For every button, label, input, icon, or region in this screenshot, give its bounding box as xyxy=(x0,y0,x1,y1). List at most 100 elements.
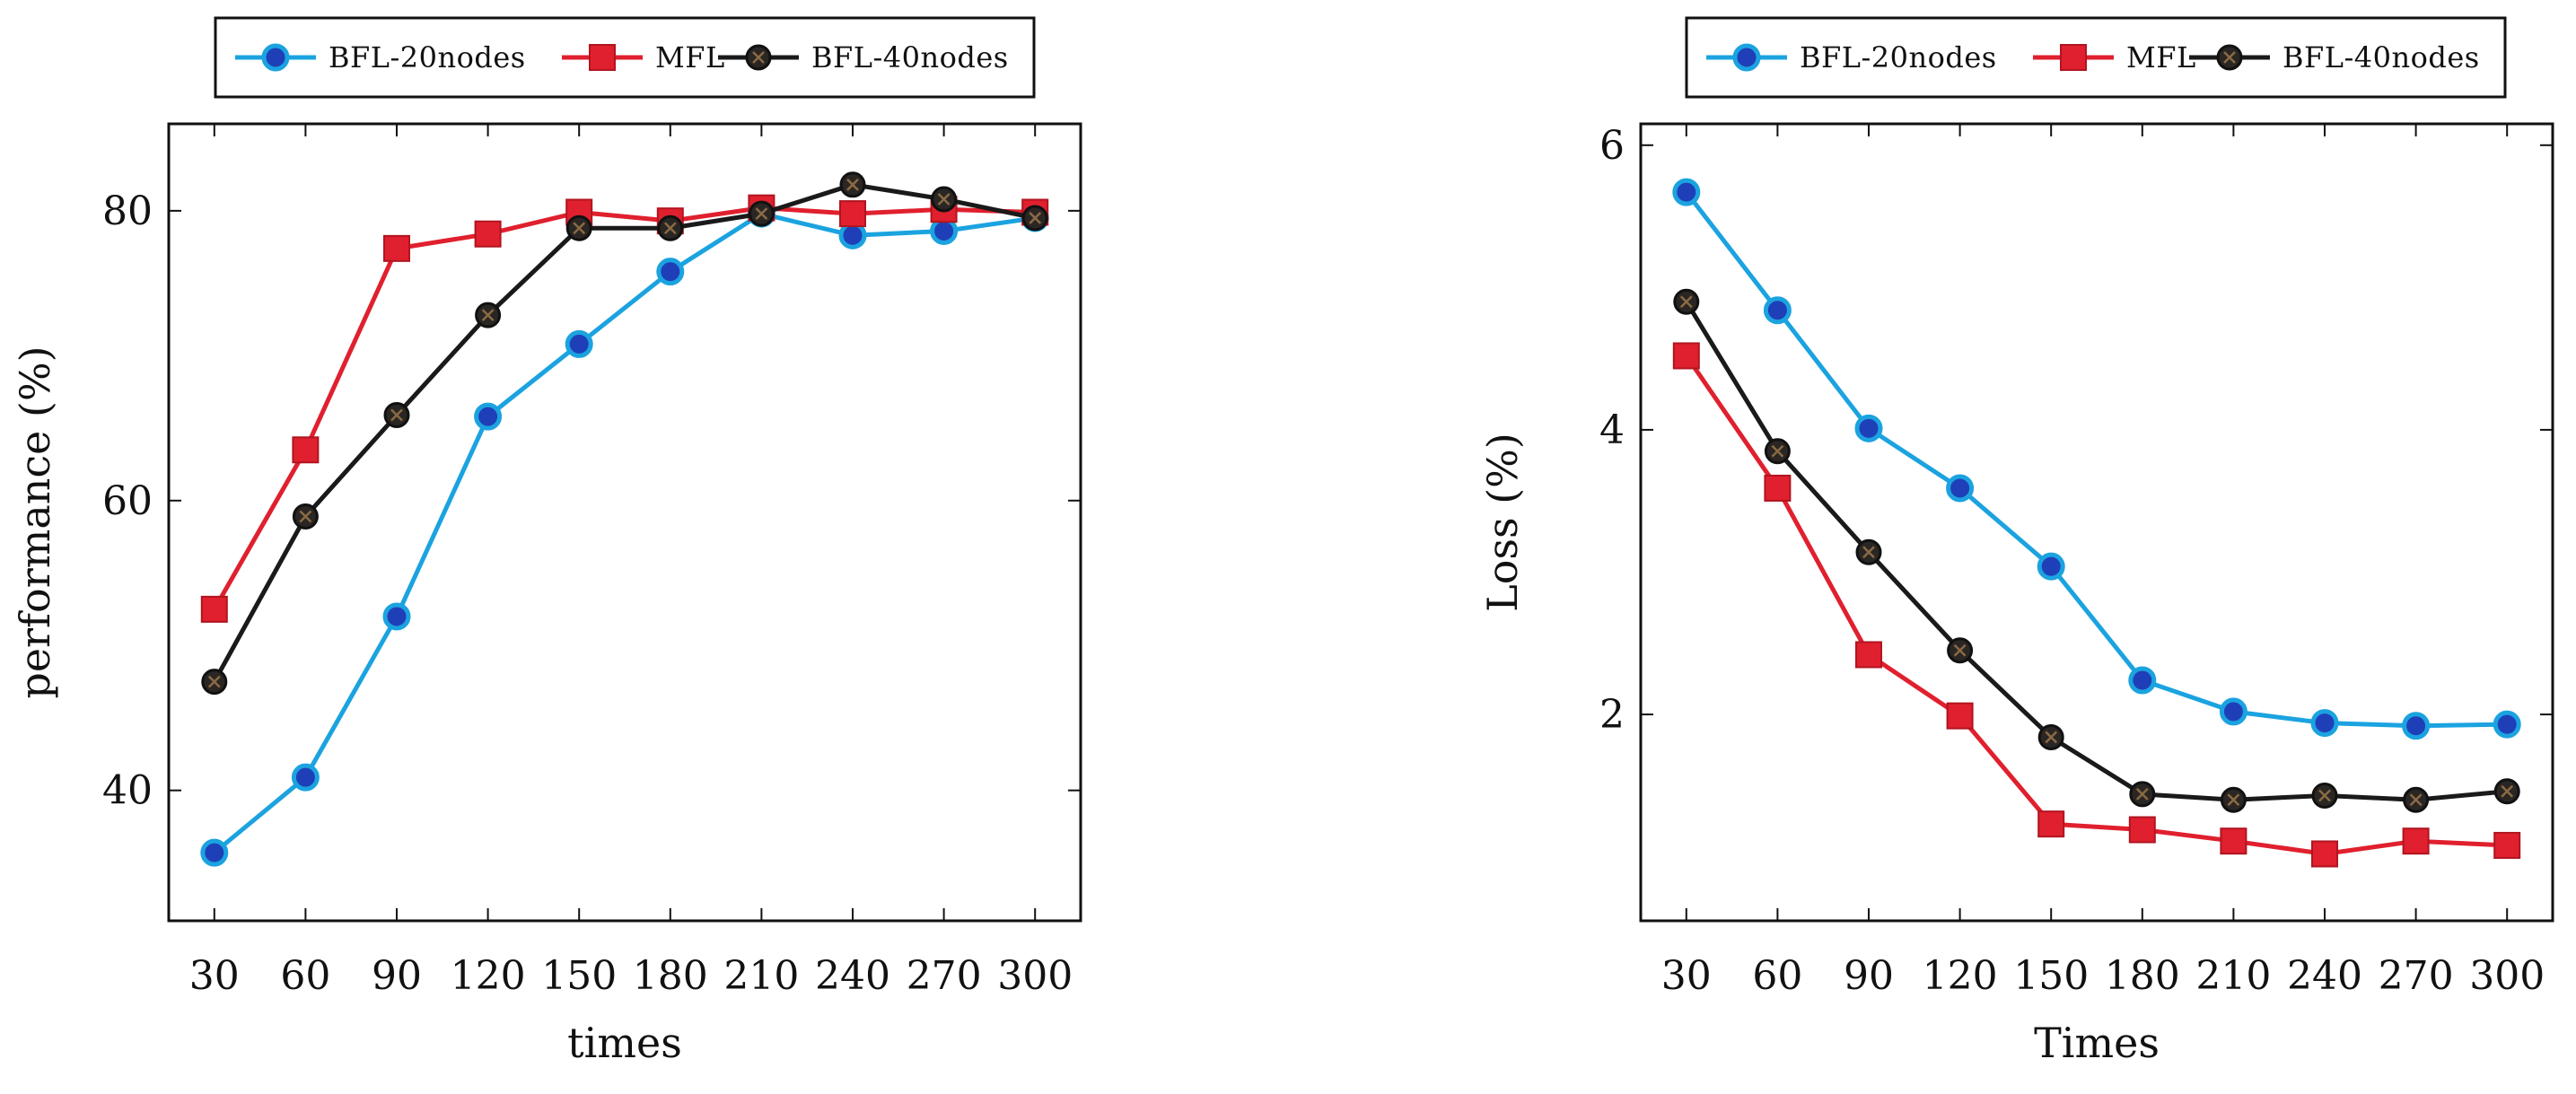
legend-entry-mfl: MFL xyxy=(562,40,724,74)
data-point-bfl-40nodes-120-cross xyxy=(481,309,495,322)
data-point-bfl-40nodes-150-cross xyxy=(2045,731,2058,744)
data-point-bfl-40nodes-90-cross xyxy=(390,408,403,422)
series-mfl xyxy=(200,194,1049,623)
data-point-bfl-40nodes-210 xyxy=(748,200,775,227)
data-point-bfl-20nodes-180 xyxy=(656,258,685,286)
y-tick-label: 6 xyxy=(1599,123,1625,169)
data-point-bfl-40nodes-270 xyxy=(2403,786,2430,813)
data-point-bfl-40nodes-150 xyxy=(2037,723,2064,750)
y-axis-label: Loss (%) xyxy=(1478,433,1527,612)
legend-label: BFL-20nodes xyxy=(329,40,526,74)
x-tick-label: 180 xyxy=(633,953,708,999)
legend-label: BFL-40nodes xyxy=(811,40,1009,74)
legend-marker-bfl-40nodes-cross xyxy=(752,51,765,64)
x-tick-label: 150 xyxy=(541,953,617,999)
data-point-bfl-40nodes-30-cross xyxy=(1679,295,1693,309)
data-point-bfl-40nodes-240 xyxy=(839,171,866,198)
data-point-bfl-40nodes-120 xyxy=(475,302,502,328)
x-tick-label: 240 xyxy=(2287,953,2362,999)
data-point-mfl-120 xyxy=(1946,702,1974,730)
x-tick-label: 120 xyxy=(451,953,526,999)
x-tick-label: 90 xyxy=(372,953,422,999)
loss-chart: 30 60 90 120 150 180 210 240 270 300 2 4 6 Times Loss … xyxy=(1478,16,2554,1067)
y-axis-label: performance (%) xyxy=(11,346,59,698)
data-point-bfl-20nodes-90 xyxy=(1854,414,1883,442)
y-tick-label: 2 xyxy=(1599,692,1625,738)
data-point-bfl-40nodes-210-cross xyxy=(755,207,768,220)
x-tick-label: 60 xyxy=(280,953,330,999)
data-point-bfl-40nodes-120-cross xyxy=(1953,643,1967,657)
data-point-mfl-90 xyxy=(383,234,410,262)
x-tick-label: 150 xyxy=(2013,953,2089,999)
series-bfl-40nodes xyxy=(1673,288,2520,813)
legend-entry-bfl-20nodes: BFL-20nodes xyxy=(1706,40,1997,74)
data-point-mfl-30 xyxy=(1672,342,1700,370)
series-bfl-40nodes xyxy=(201,171,1048,696)
series-line-bfl-20nodes xyxy=(1684,190,2508,729)
data-point-mfl-60 xyxy=(292,436,320,464)
series-bfl-20nodes xyxy=(1672,178,2521,740)
data-point-bfl-40nodes-300-cross xyxy=(2501,784,2514,798)
legend-marker-bfl-40nodes xyxy=(2216,44,2243,71)
plot-frame xyxy=(167,122,1082,923)
plot-frame xyxy=(1639,122,2554,923)
x-tick-label: 300 xyxy=(2469,953,2545,999)
data-point-bfl-40nodes-60 xyxy=(292,503,319,530)
data-point-bfl-20nodes-30 xyxy=(1672,178,1701,206)
data-point-bfl-40nodes-300 xyxy=(1021,205,1048,232)
data-point-bfl-40nodes-150-cross xyxy=(573,222,586,235)
data-point-bfl-20nodes-180 xyxy=(2128,666,2157,695)
data-point-mfl-180 xyxy=(2128,816,2156,844)
data-point-bfl-40nodes-90-cross xyxy=(1862,546,1875,559)
x-tick-label: 270 xyxy=(907,953,982,999)
data-point-bfl-20nodes-150 xyxy=(2037,552,2065,581)
data-point-bfl-20nodes-30 xyxy=(200,838,229,867)
x-tick-label: 180 xyxy=(2105,953,2180,999)
series-line-bfl-40nodes xyxy=(212,182,1036,683)
data-point-mfl-300 xyxy=(2493,831,2521,859)
data-point-bfl-40nodes-270 xyxy=(931,186,958,213)
legend-label: BFL-40nodes xyxy=(2282,40,2480,74)
data-point-mfl-210 xyxy=(2220,827,2247,855)
data-point-bfl-20nodes-270 xyxy=(930,216,959,245)
data-point-bfl-40nodes-120 xyxy=(1947,637,1974,664)
legend: BFL-20nodes MFL BFL-40nodes xyxy=(214,16,1036,99)
y-tick-label: 40 xyxy=(102,768,153,814)
data-point-bfl-40nodes-270-cross xyxy=(937,193,951,206)
series-line-mfl xyxy=(1684,354,2508,856)
data-point-bfl-40nodes-300-cross xyxy=(1029,212,1042,224)
data-point-mfl-120 xyxy=(474,220,502,248)
legend-entry-mfl: MFL xyxy=(2033,40,2196,74)
legend-label: MFL xyxy=(2126,40,2196,74)
data-point-bfl-40nodes-90 xyxy=(1855,538,1882,565)
x-tick-label: 210 xyxy=(723,953,799,999)
legend-box xyxy=(214,16,1036,99)
legend-entry-bfl-20nodes: BFL-20nodes xyxy=(235,40,526,74)
x-tick-label: 90 xyxy=(1844,953,1894,999)
data-point-bfl-20nodes-270 xyxy=(2402,712,2431,740)
data-point-mfl-150 xyxy=(2037,810,2065,838)
data-point-bfl-20nodes-60 xyxy=(291,763,320,792)
series-line-bfl-20nodes xyxy=(213,211,1036,855)
data-point-bfl-40nodes-30 xyxy=(201,669,228,696)
data-point-bfl-40nodes-60-cross xyxy=(1771,444,1784,458)
x-tick-label: 210 xyxy=(2195,953,2271,999)
data-point-bfl-20nodes-120 xyxy=(1946,474,1975,503)
data-point-mfl-90 xyxy=(1855,641,1882,669)
data-point-bfl-20nodes-150 xyxy=(565,329,593,358)
data-point-bfl-20nodes-90 xyxy=(382,602,411,631)
data-point-bfl-40nodes-150 xyxy=(565,214,592,241)
x-tick-label: 60 xyxy=(1752,953,1802,999)
y-tick-label: 4 xyxy=(1599,407,1625,453)
x-tick-label: 300 xyxy=(997,953,1073,999)
data-point-bfl-40nodes-240-cross xyxy=(2318,789,2331,802)
legend-label: BFL-20nodes xyxy=(1800,40,1997,74)
legend-marker-bfl-20nodes xyxy=(261,43,290,72)
x-axis-label: times xyxy=(567,1019,682,1067)
data-point-mfl-240 xyxy=(2311,840,2338,868)
data-point-bfl-40nodes-210 xyxy=(2220,786,2247,813)
data-point-bfl-20nodes-210 xyxy=(2219,697,2247,726)
x-tick-label: 240 xyxy=(815,953,890,999)
data-point-bfl-40nodes-180 xyxy=(657,214,684,241)
